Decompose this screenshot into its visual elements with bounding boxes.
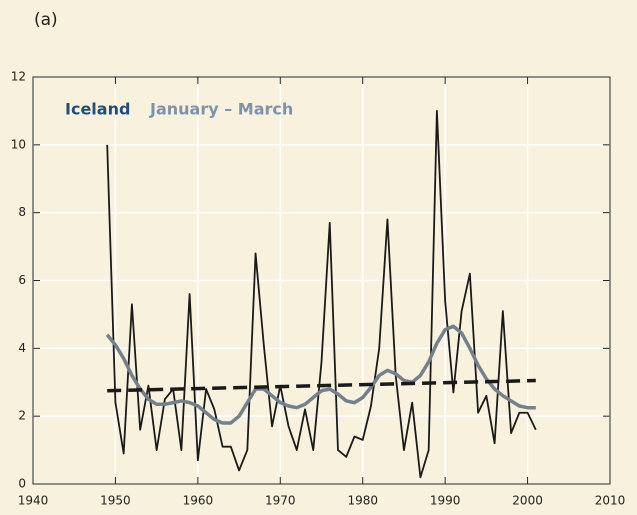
plot: 0 2 4 6 8 10 12 1940 1950 1960 1970 1980 1990 2000 201… [11, 70, 626, 508]
x-tick-label: 1950 [100, 494, 131, 508]
y-tick-label: 2 [18, 409, 26, 423]
x-tick-label: 1990 [430, 494, 461, 508]
legend-subtitle: January – March [149, 100, 293, 119]
plot-frame [32, 76, 611, 485]
trend-line [107, 378, 536, 393]
y-tick-label: 0 [18, 477, 26, 491]
panel-label: (a) [34, 10, 58, 30]
x-tick-label: 2010 [595, 494, 626, 508]
y-tick-label: 4 [18, 341, 26, 355]
y-tick-label: 6 [18, 273, 26, 287]
x-tick-label: 1970 [265, 494, 296, 508]
data-line [105, 324, 536, 425]
y-tick-label: 12 [11, 70, 26, 84]
y-tick-label: 8 [18, 205, 26, 219]
x-tick-label: 1940 [18, 494, 49, 508]
y-tick-label: 10 [11, 137, 26, 151]
x-tick-label: 1980 [347, 494, 378, 508]
x-tick-label: 2000 [512, 494, 543, 508]
data-line [106, 110, 537, 479]
legend-title: Iceland [65, 100, 130, 119]
x-tick-label: 1960 [183, 494, 214, 508]
